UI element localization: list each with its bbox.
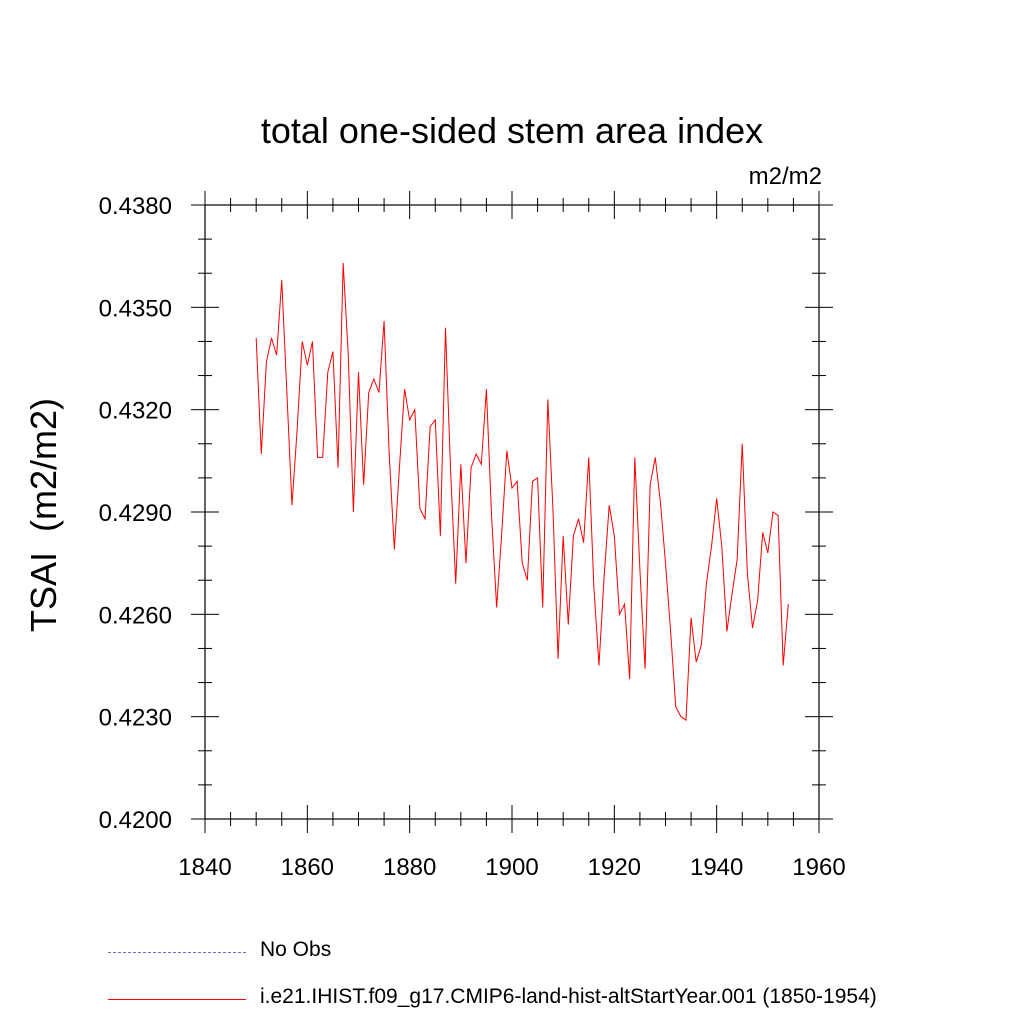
axis-ticks	[191, 191, 833, 833]
chart-title: total one-sided stem area index	[260, 110, 764, 151]
x-tick-label: 1840	[178, 854, 231, 881]
y-tick-label: 0.4380	[99, 193, 172, 220]
y-tick-label: 0.4200	[99, 807, 172, 834]
x-tick-label: 1860	[281, 854, 334, 881]
x-tick-label: 1940	[690, 854, 743, 881]
legend-swatch-dashed	[108, 952, 246, 953]
x-tick-label: 1920	[588, 854, 641, 881]
series-line	[255, 262, 789, 721]
plot-frame	[204, 204, 820, 820]
x-tick-label: 1880	[383, 854, 436, 881]
series-lines	[255, 262, 789, 721]
y-tick-label: 0.4350	[99, 295, 172, 322]
y-tick-label: 0.4230	[99, 705, 172, 732]
units-label: m2/m2	[748, 163, 822, 190]
y-tick-label: 0.4320	[99, 398, 172, 425]
tick-labels: 1840 1860 1880 1900 1920 1940 1960 0.4200 0.4230…	[99, 193, 846, 881]
x-tick-label: 1900	[485, 854, 538, 881]
y-axis-label: TSAI (m2/m2)	[23, 397, 64, 633]
y-tick-label: 0.4260	[99, 602, 172, 629]
legend: No Obs i.e21.IHIST.f09_g17.CMIP6-land-hi…	[0, 930, 1024, 1024]
y-tick-label: 0.4290	[99, 500, 172, 527]
x-tick-label: 1960	[792, 854, 845, 881]
legend-label: No Obs	[260, 938, 332, 961]
legend-label: i.e21.IHIST.f09_g17.CMIP6-land-hist-altS…	[260, 985, 877, 1008]
legend-swatch-solid	[108, 999, 246, 1000]
